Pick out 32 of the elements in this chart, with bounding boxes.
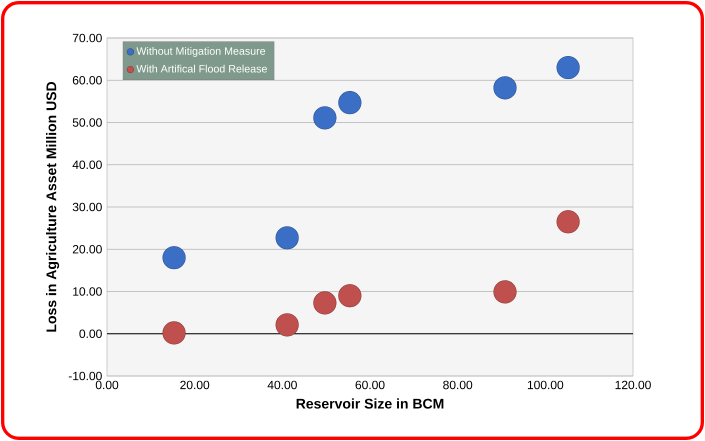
y-tick-label: 40.00 <box>72 160 102 169</box>
legend-label: Without Mitigation Measure <box>136 46 266 57</box>
point <box>162 321 186 344</box>
y-tick-label: 30.00 <box>72 202 102 212</box>
point <box>493 76 517 100</box>
point <box>313 106 336 130</box>
legend-label: With Artifical Flood Release <box>136 64 267 73</box>
x-tick-label: 0.00 <box>96 380 118 390</box>
point <box>493 280 517 304</box>
x-tick-label: 20.00 <box>180 380 210 390</box>
y-tick-label: -10.00 <box>68 372 102 380</box>
x-tick-label: 100.00 <box>528 380 564 390</box>
x-tick-label: 80.00 <box>443 380 472 390</box>
y-tick-label: 20.00 <box>72 244 102 254</box>
point <box>313 291 336 314</box>
x-tick-label: 60.00 <box>356 380 385 390</box>
point <box>162 246 186 270</box>
x-axis-title: Reservoir Size in BCM <box>296 398 444 409</box>
y-tick-label: 60.00 <box>72 76 102 85</box>
point <box>556 210 580 234</box>
x-tick-label: 40.00 <box>268 380 297 390</box>
point <box>338 284 362 308</box>
y-tick-label: 70.00 <box>72 34 102 42</box>
y-tick-label: 0.00 <box>79 329 102 338</box>
point <box>338 91 362 114</box>
point <box>276 226 299 250</box>
y-tick-label: 50.00 <box>72 118 102 127</box>
y-tick-label: 10.00 <box>73 287 102 296</box>
point <box>556 56 580 80</box>
point <box>276 313 299 336</box>
x-tick-label: 120.00 <box>616 380 651 390</box>
y-axis-title: Loss in Agriculture Asset Million USD <box>46 82 60 332</box>
